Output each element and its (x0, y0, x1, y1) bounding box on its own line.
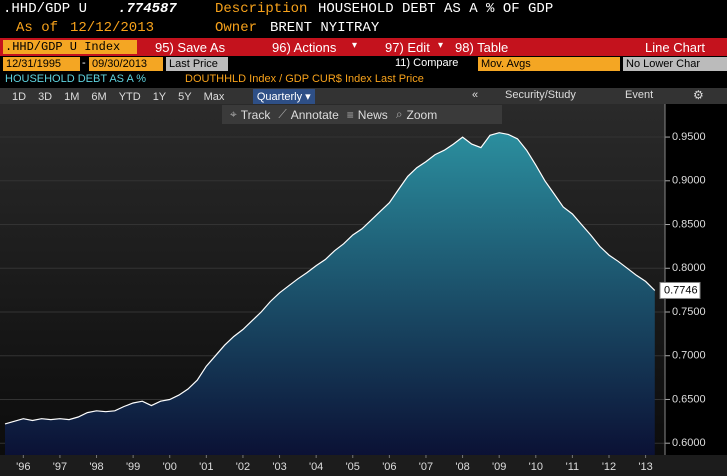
description: HOUSEHOLD DEBT AS A % OF GDP (318, 1, 554, 17)
tool-icon: ⌕ (395, 107, 403, 121)
x-tick-label: '96 (16, 461, 30, 473)
dropdown-arrow: ▾ (438, 40, 444, 51)
x-tick-label: '02 (236, 461, 250, 473)
period[interactable]: 1Y (152, 91, 167, 103)
menu-bar: .HHD/GDP U Index 95) Save As 96) Actions… (0, 38, 727, 56)
x-tick-label: '10 (529, 461, 543, 473)
tool-icon: ⟋ (278, 107, 287, 121)
frequency[interactable]: Quarterly ▾ (252, 89, 315, 105)
tool-icon: ⌖ (230, 107, 237, 121)
dropdown-arrow: ▾ (352, 40, 358, 51)
x-axis-band (0, 455, 727, 476)
x-tick-label: '01 (199, 461, 213, 473)
end-date[interactable]: 09/30/2013 (89, 57, 163, 71)
x-tick-label: '13 (638, 461, 652, 473)
line (4, 132, 656, 425)
period[interactable]: 5Y (178, 91, 192, 103)
x-tick-label: '06 (382, 461, 396, 473)
chart-tool[interactable]: Annotate (290, 107, 339, 122)
view-name: Line Chart (645, 40, 705, 55)
y-tick-label: 0.6000 (672, 437, 706, 449)
tool[interactable]: Event (625, 89, 654, 101)
plot: 0.6000 0.6500 0.7000 0.7500 0.8000 0.8500 0.90… (0, 104, 706, 473)
settings-icon[interactable]: ⚙ (693, 88, 704, 102)
period[interactable]: 3D (38, 91, 53, 103)
y-tick-label: 0.7500 (672, 306, 706, 318)
y-tick-label: 0.9500 (672, 131, 706, 143)
chart-tool[interactable]: Zoom (406, 107, 438, 122)
separator: - (82, 57, 86, 69)
y-tick-label: 0.6500 (672, 393, 706, 405)
chart-tool[interactable]: Track (240, 107, 271, 122)
collapse[interactable]: « (472, 89, 479, 101)
period[interactable]: YTD (118, 91, 141, 103)
menu-item[interactable]: 98) Table (455, 40, 509, 55)
start-date[interactable]: 12/31/1995 (3, 57, 80, 71)
y-tick-label: 0.9000 (672, 175, 706, 187)
toolbar: 1D 3D 1M 6M YTD 1Y 5Y Max Quarterly ▾ (0, 88, 727, 105)
lower-chart[interactable]: No Lower Char (623, 57, 727, 71)
last-value-label: 0.7746 (664, 284, 698, 296)
period[interactable]: 1M (64, 91, 80, 103)
x-tick-label: '09 (492, 461, 506, 473)
tool[interactable]: Security/Study (505, 89, 576, 101)
menu-item[interactable]: 96) Actions (272, 40, 337, 55)
menu-item[interactable]: 95) Save As (155, 40, 226, 55)
menu-item[interactable]: 97) Edit (385, 40, 430, 55)
x-tick-label: '00 (163, 461, 177, 473)
ticker: .HHD/GDP U (3, 1, 88, 17)
frequency-label: Quarterly (256, 91, 303, 103)
compare[interactable]: 11) Compare (395, 57, 459, 69)
chart-tool[interactable]: News (357, 107, 388, 122)
x-tick-label: '12 (602, 461, 616, 473)
x-tick-label: '03 (272, 461, 286, 473)
label: Description (215, 1, 308, 17)
x-tick-label: '08 (455, 461, 469, 473)
area (5, 132, 655, 455)
field[interactable]: Last Price (166, 57, 228, 71)
period[interactable]: Max (203, 91, 225, 103)
chart-tools: ⌖ Track ⟋ Annotate ≡ News ⌕ Zoom (222, 105, 502, 124)
legend-series: HOUSEHOLD DEBT AS A % (5, 73, 147, 85)
x-tick-label: '11 (566, 461, 580, 473)
period[interactable]: 1D (12, 91, 27, 103)
chart: 0.6000 0.6500 0.7000 0.7500 0.8000 0.8500 0.90… (0, 104, 727, 476)
last-value-box (659, 281, 701, 299)
label: Owner (215, 20, 258, 36)
x-tick-label: '04 (309, 461, 323, 473)
y-tick-label: 0.7000 (672, 350, 706, 362)
x-tick-label: '07 (419, 461, 433, 473)
price: .774587 (118, 1, 177, 17)
security-field[interactable]: .HHD/GDP U Index (3, 40, 137, 54)
mov-avgs[interactable]: Mov. Avgs (478, 57, 620, 71)
x-tick-label: '99 (126, 461, 140, 473)
periods: 1D 3D 1M 6M YTD 1Y 5Y Max (12, 89, 236, 105)
as-of: 12/12/2013 (70, 20, 155, 36)
x-tick-label: '98 (89, 461, 103, 473)
y-tick-label: 0.8500 (672, 218, 706, 230)
x-tick-label: '05 (346, 461, 360, 473)
legend-formula: DOUTHHLD Index / GDP CUR$ Index Last Pri… (185, 73, 424, 85)
label: As of (16, 20, 59, 36)
tool-icon: ≡ (346, 107, 354, 122)
y-tick-label: 0.8000 (672, 262, 706, 274)
period[interactable]: 6M (91, 91, 107, 103)
x-tick-label: '97 (53, 461, 67, 473)
owner: BRENT NYITRAY (270, 20, 380, 36)
